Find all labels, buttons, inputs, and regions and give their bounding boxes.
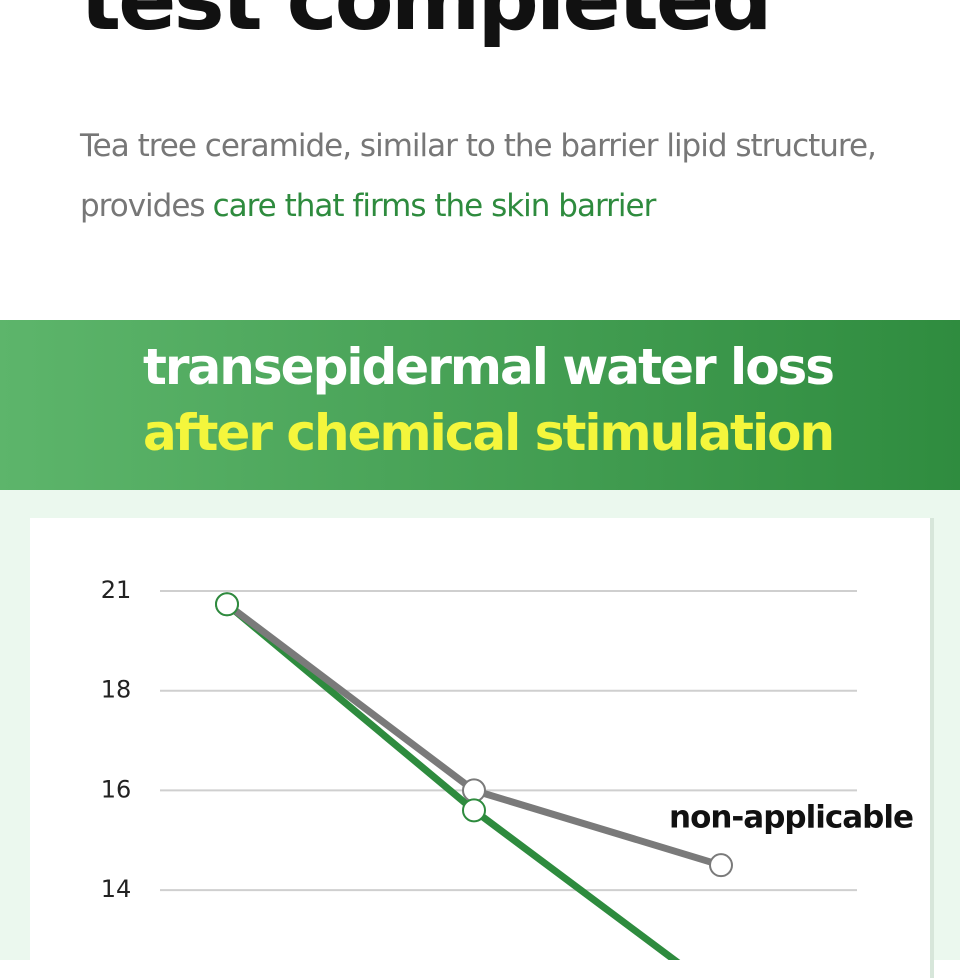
description: provides xyxy=(80,188,206,224)
heading: test completed xyxy=(80,0,773,50)
y-tick-label: 14 xyxy=(101,875,132,903)
data-point xyxy=(462,778,486,803)
data-point xyxy=(462,798,486,823)
data-point xyxy=(709,853,733,878)
description: provides care that firms the skin barrier xyxy=(80,188,657,224)
y-tick-label: 18 xyxy=(101,676,132,704)
series-label: non-applicable xyxy=(669,800,913,836)
chart-card xyxy=(30,518,930,978)
y-tick-label: 16 xyxy=(101,775,132,803)
y-tick-label: 21 xyxy=(101,576,132,604)
series-line xyxy=(224,601,723,869)
description: Tea tree ceramide, similar to the barrie… xyxy=(80,128,877,164)
data-point xyxy=(215,592,239,617)
highlight: care that firms the skin barrier xyxy=(212,188,657,224)
chart-header: transepidermal water loss after chemical… xyxy=(0,320,960,490)
chart-subtitle: after chemical stimulation xyxy=(143,404,835,462)
chart-title: transepidermal water loss xyxy=(143,338,835,396)
